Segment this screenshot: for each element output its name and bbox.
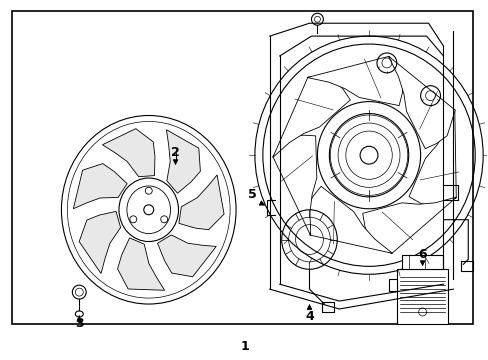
Text: 1: 1	[240, 340, 249, 353]
Text: 4: 4	[305, 310, 313, 323]
Polygon shape	[306, 186, 392, 253]
Polygon shape	[79, 211, 121, 274]
Polygon shape	[307, 56, 403, 105]
Text: 5: 5	[247, 188, 256, 201]
Text: 2: 2	[171, 146, 180, 159]
Polygon shape	[102, 129, 155, 177]
Polygon shape	[387, 56, 454, 149]
Polygon shape	[117, 238, 164, 290]
Bar	[396, 269, 447, 324]
Polygon shape	[166, 130, 200, 193]
Polygon shape	[362, 197, 456, 253]
Text: 3: 3	[75, 318, 83, 330]
Text: 6: 6	[417, 248, 426, 261]
Bar	[12, 11, 472, 324]
Ellipse shape	[143, 205, 153, 215]
Polygon shape	[272, 135, 316, 236]
Bar	[401, 255, 443, 269]
Ellipse shape	[359, 146, 377, 164]
Bar	[388, 279, 396, 291]
Polygon shape	[408, 109, 455, 207]
Polygon shape	[157, 235, 216, 277]
Polygon shape	[272, 77, 349, 157]
Polygon shape	[179, 175, 224, 230]
Polygon shape	[73, 163, 127, 209]
